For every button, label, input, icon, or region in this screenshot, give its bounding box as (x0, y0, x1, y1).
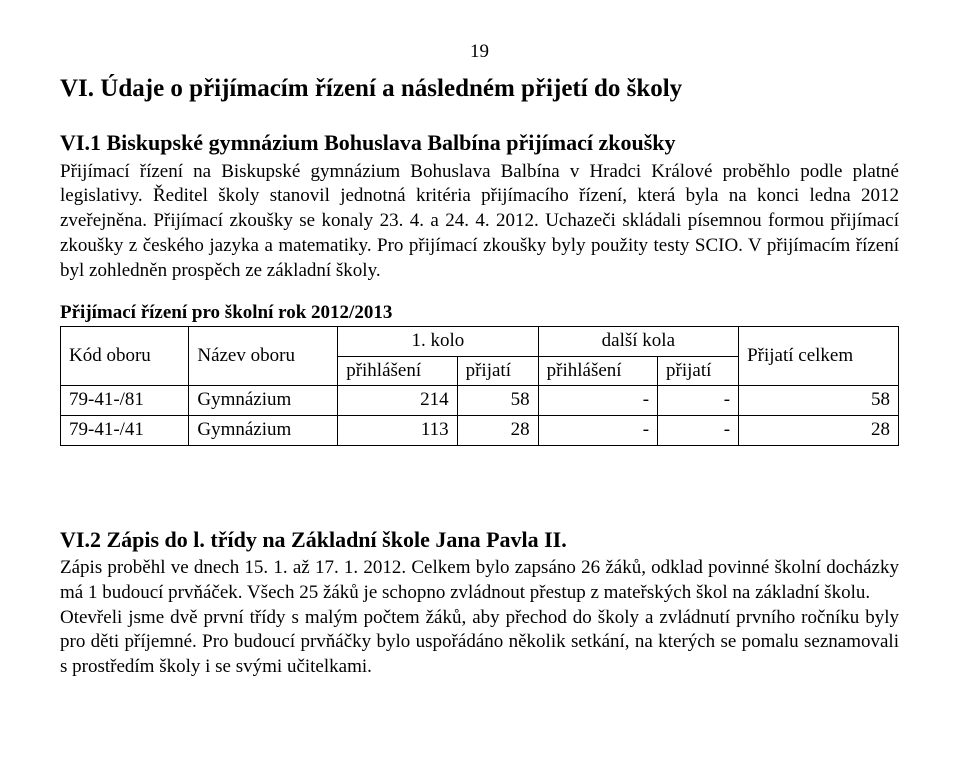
table-caption: Přijímací řízení pro školní rok 2012/201… (60, 301, 899, 326)
cell-k1-prij: 58 (457, 386, 538, 416)
col-dk-prihlaseni: přihlášení (538, 356, 657, 386)
section2-para1: Zápis proběhl ve dnech 15. 1. až 17. 1. … (60, 556, 899, 605)
section2-para2: Otevřeli jsme dvě první třídy s malým po… (60, 606, 899, 680)
table-header-row-1: Kód oboru Název oboru 1. kolo další kola… (61, 326, 899, 356)
cell-nazev: Gymnázium (189, 386, 338, 416)
cell-dk-prij: - (658, 415, 739, 445)
table-row: 79-41-/81 Gymnázium 214 58 - - 58 (61, 386, 899, 416)
cell-celkem: 28 (739, 415, 899, 445)
section1-heading: VI.1 Biskupské gymnázium Bohuslava Balbí… (60, 129, 899, 158)
col-k1-prijati: přijatí (457, 356, 538, 386)
col-nazev: Název oboru (189, 326, 338, 385)
page-title: VI. Údaje o přijímacím řízení a následné… (60, 73, 899, 106)
col-kolo1: 1. kolo (338, 326, 538, 356)
page-number: 19 (60, 40, 899, 65)
cell-dk-prih: - (538, 415, 657, 445)
cell-k1-prih: 113 (338, 415, 457, 445)
cell-celkem: 58 (739, 386, 899, 416)
section2-heading: VI.2 Zápis do l. třídy na Základní škole… (60, 526, 899, 555)
cell-k1-prih: 214 (338, 386, 457, 416)
cell-nazev: Gymnázium (189, 415, 338, 445)
col-dalsi: další kola (538, 326, 738, 356)
cell-k1-prij: 28 (457, 415, 538, 445)
admission-table: Kód oboru Název oboru 1. kolo další kola… (60, 326, 899, 446)
col-k1-prihlaseni: přihlášení (338, 356, 457, 386)
col-kod: Kód oboru (61, 326, 189, 385)
col-prijati-celkem: Přijatí celkem (739, 326, 899, 385)
cell-kod: 79-41-/41 (61, 415, 189, 445)
section1-paragraph: Přijímací řízení na Biskupské gymnázium … (60, 160, 899, 283)
cell-dk-prih: - (538, 386, 657, 416)
col-dk-prijati: přijatí (658, 356, 739, 386)
table-row: 79-41-/41 Gymnázium 113 28 - - 28 (61, 415, 899, 445)
cell-dk-prij: - (658, 386, 739, 416)
cell-kod: 79-41-/81 (61, 386, 189, 416)
